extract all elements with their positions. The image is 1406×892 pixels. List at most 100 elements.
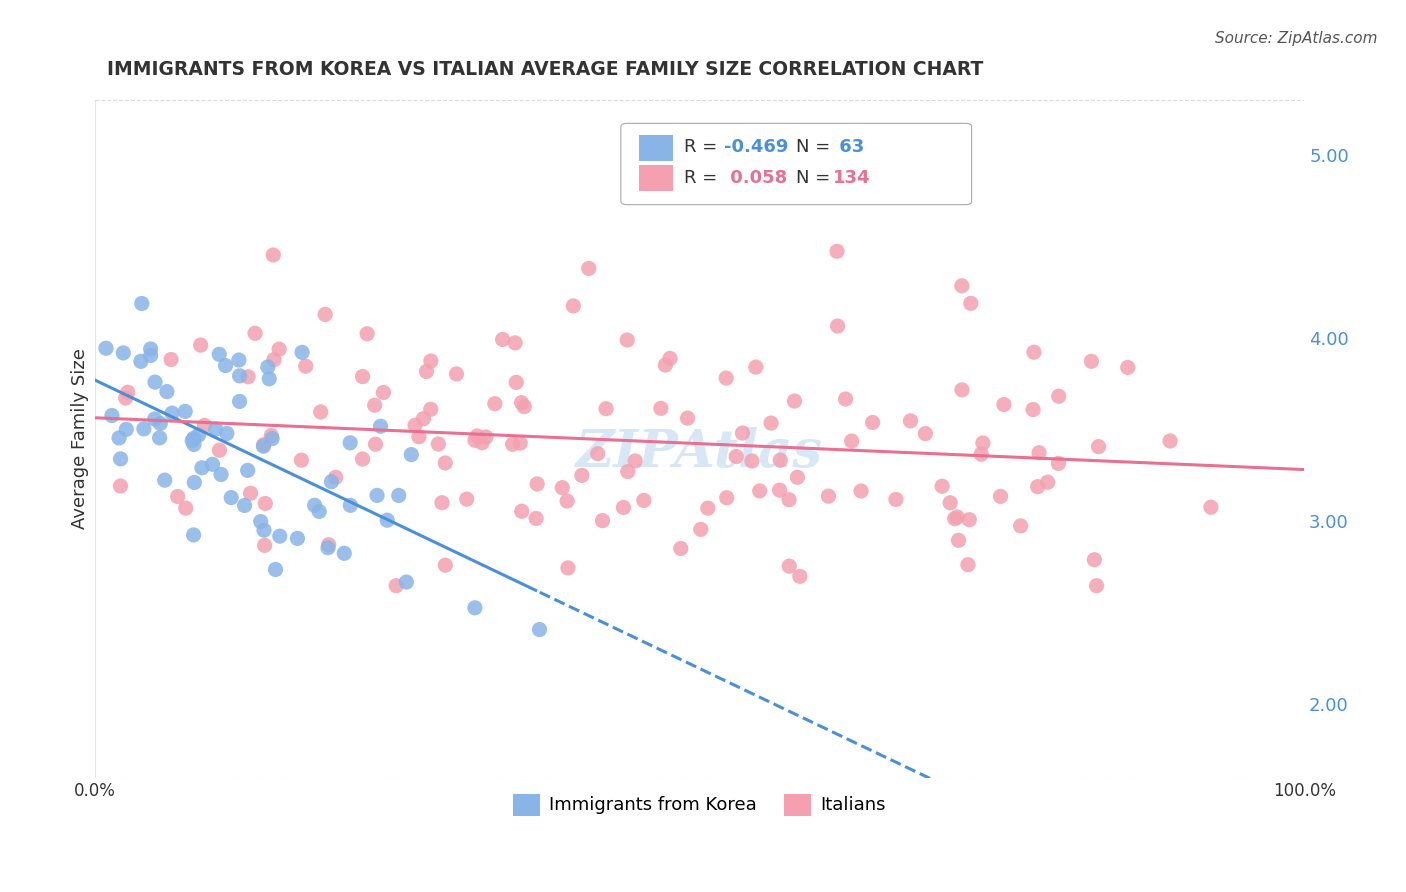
Point	[190, 338, 212, 352]
Point	[263, 352, 285, 367]
Point	[385, 579, 408, 593]
Point	[595, 401, 617, 416]
Text: -0.469: -0.469	[724, 138, 789, 156]
Point	[993, 397, 1015, 411]
Point	[834, 392, 856, 406]
Point	[1159, 434, 1181, 448]
Point	[339, 499, 361, 513]
Point	[759, 416, 782, 430]
Point	[325, 470, 347, 484]
Point	[616, 465, 638, 479]
Text: IMMIGRANTS FROM KOREA VS ITALIAN AVERAGE FAMILY SIZE CORRELATION CHART: IMMIGRANTS FROM KOREA VS ITALIAN AVERAGE…	[107, 60, 983, 78]
Point	[183, 528, 205, 542]
Point	[526, 477, 548, 491]
Text: N =: N =	[796, 169, 837, 186]
Point	[253, 523, 276, 537]
Point	[174, 404, 197, 418]
Point	[464, 600, 486, 615]
Point	[714, 371, 737, 385]
Point	[1028, 446, 1050, 460]
Point	[388, 488, 411, 502]
Point	[375, 513, 398, 527]
Point	[187, 428, 209, 442]
Point	[817, 489, 839, 503]
Point	[768, 483, 790, 498]
Point	[228, 353, 250, 368]
Point	[339, 435, 361, 450]
Point	[731, 425, 754, 440]
Point	[502, 437, 524, 451]
Point	[957, 513, 980, 527]
Point	[404, 418, 426, 433]
Point	[287, 532, 309, 546]
Point	[243, 326, 266, 341]
Point	[291, 345, 314, 359]
Point	[1047, 457, 1070, 471]
Point	[434, 456, 457, 470]
Point	[624, 454, 647, 468]
Point	[484, 397, 506, 411]
Point	[946, 510, 969, 524]
Point	[412, 411, 434, 425]
Point	[262, 432, 284, 446]
Point	[110, 479, 132, 493]
Text: 63: 63	[832, 138, 863, 156]
Point	[745, 360, 768, 375]
Point	[1080, 354, 1102, 368]
Point	[209, 467, 232, 482]
Point	[491, 333, 513, 347]
Point	[415, 364, 437, 378]
Point	[555, 494, 578, 508]
FancyBboxPatch shape	[640, 165, 673, 191]
Point	[364, 437, 387, 451]
Point	[269, 529, 291, 543]
Point	[419, 354, 441, 368]
Point	[363, 398, 385, 412]
Point	[408, 430, 430, 444]
Point	[181, 434, 204, 448]
Point	[1047, 389, 1070, 403]
Point	[950, 278, 973, 293]
Point	[139, 348, 162, 362]
Point	[1036, 475, 1059, 490]
Point	[201, 458, 224, 472]
Point	[352, 452, 374, 467]
Point	[948, 533, 970, 548]
Point	[370, 419, 392, 434]
Point	[725, 450, 748, 464]
Point	[972, 436, 994, 450]
Point	[769, 453, 792, 467]
Point	[1010, 519, 1032, 533]
Point	[219, 491, 242, 505]
Point	[956, 558, 979, 572]
Point	[464, 434, 486, 448]
Point	[160, 406, 183, 420]
Point	[430, 496, 453, 510]
Point	[676, 411, 699, 425]
Point	[132, 422, 155, 436]
Point	[333, 546, 356, 560]
Point	[401, 448, 423, 462]
Point	[471, 435, 494, 450]
Point	[778, 559, 800, 574]
FancyBboxPatch shape	[640, 135, 673, 161]
Point	[252, 439, 274, 453]
Point	[156, 384, 179, 399]
Point	[456, 492, 478, 507]
Point	[1026, 480, 1049, 494]
Point	[557, 561, 579, 575]
Point	[117, 385, 139, 400]
Point	[183, 475, 205, 490]
Point	[143, 412, 166, 426]
Point	[253, 438, 276, 452]
FancyBboxPatch shape	[621, 123, 972, 204]
Point	[900, 414, 922, 428]
Point	[153, 473, 176, 487]
Point	[316, 541, 339, 555]
Point	[236, 369, 259, 384]
Point	[228, 368, 250, 383]
Point	[108, 431, 131, 445]
Point	[827, 318, 849, 333]
Point	[352, 369, 374, 384]
Point	[115, 422, 138, 436]
